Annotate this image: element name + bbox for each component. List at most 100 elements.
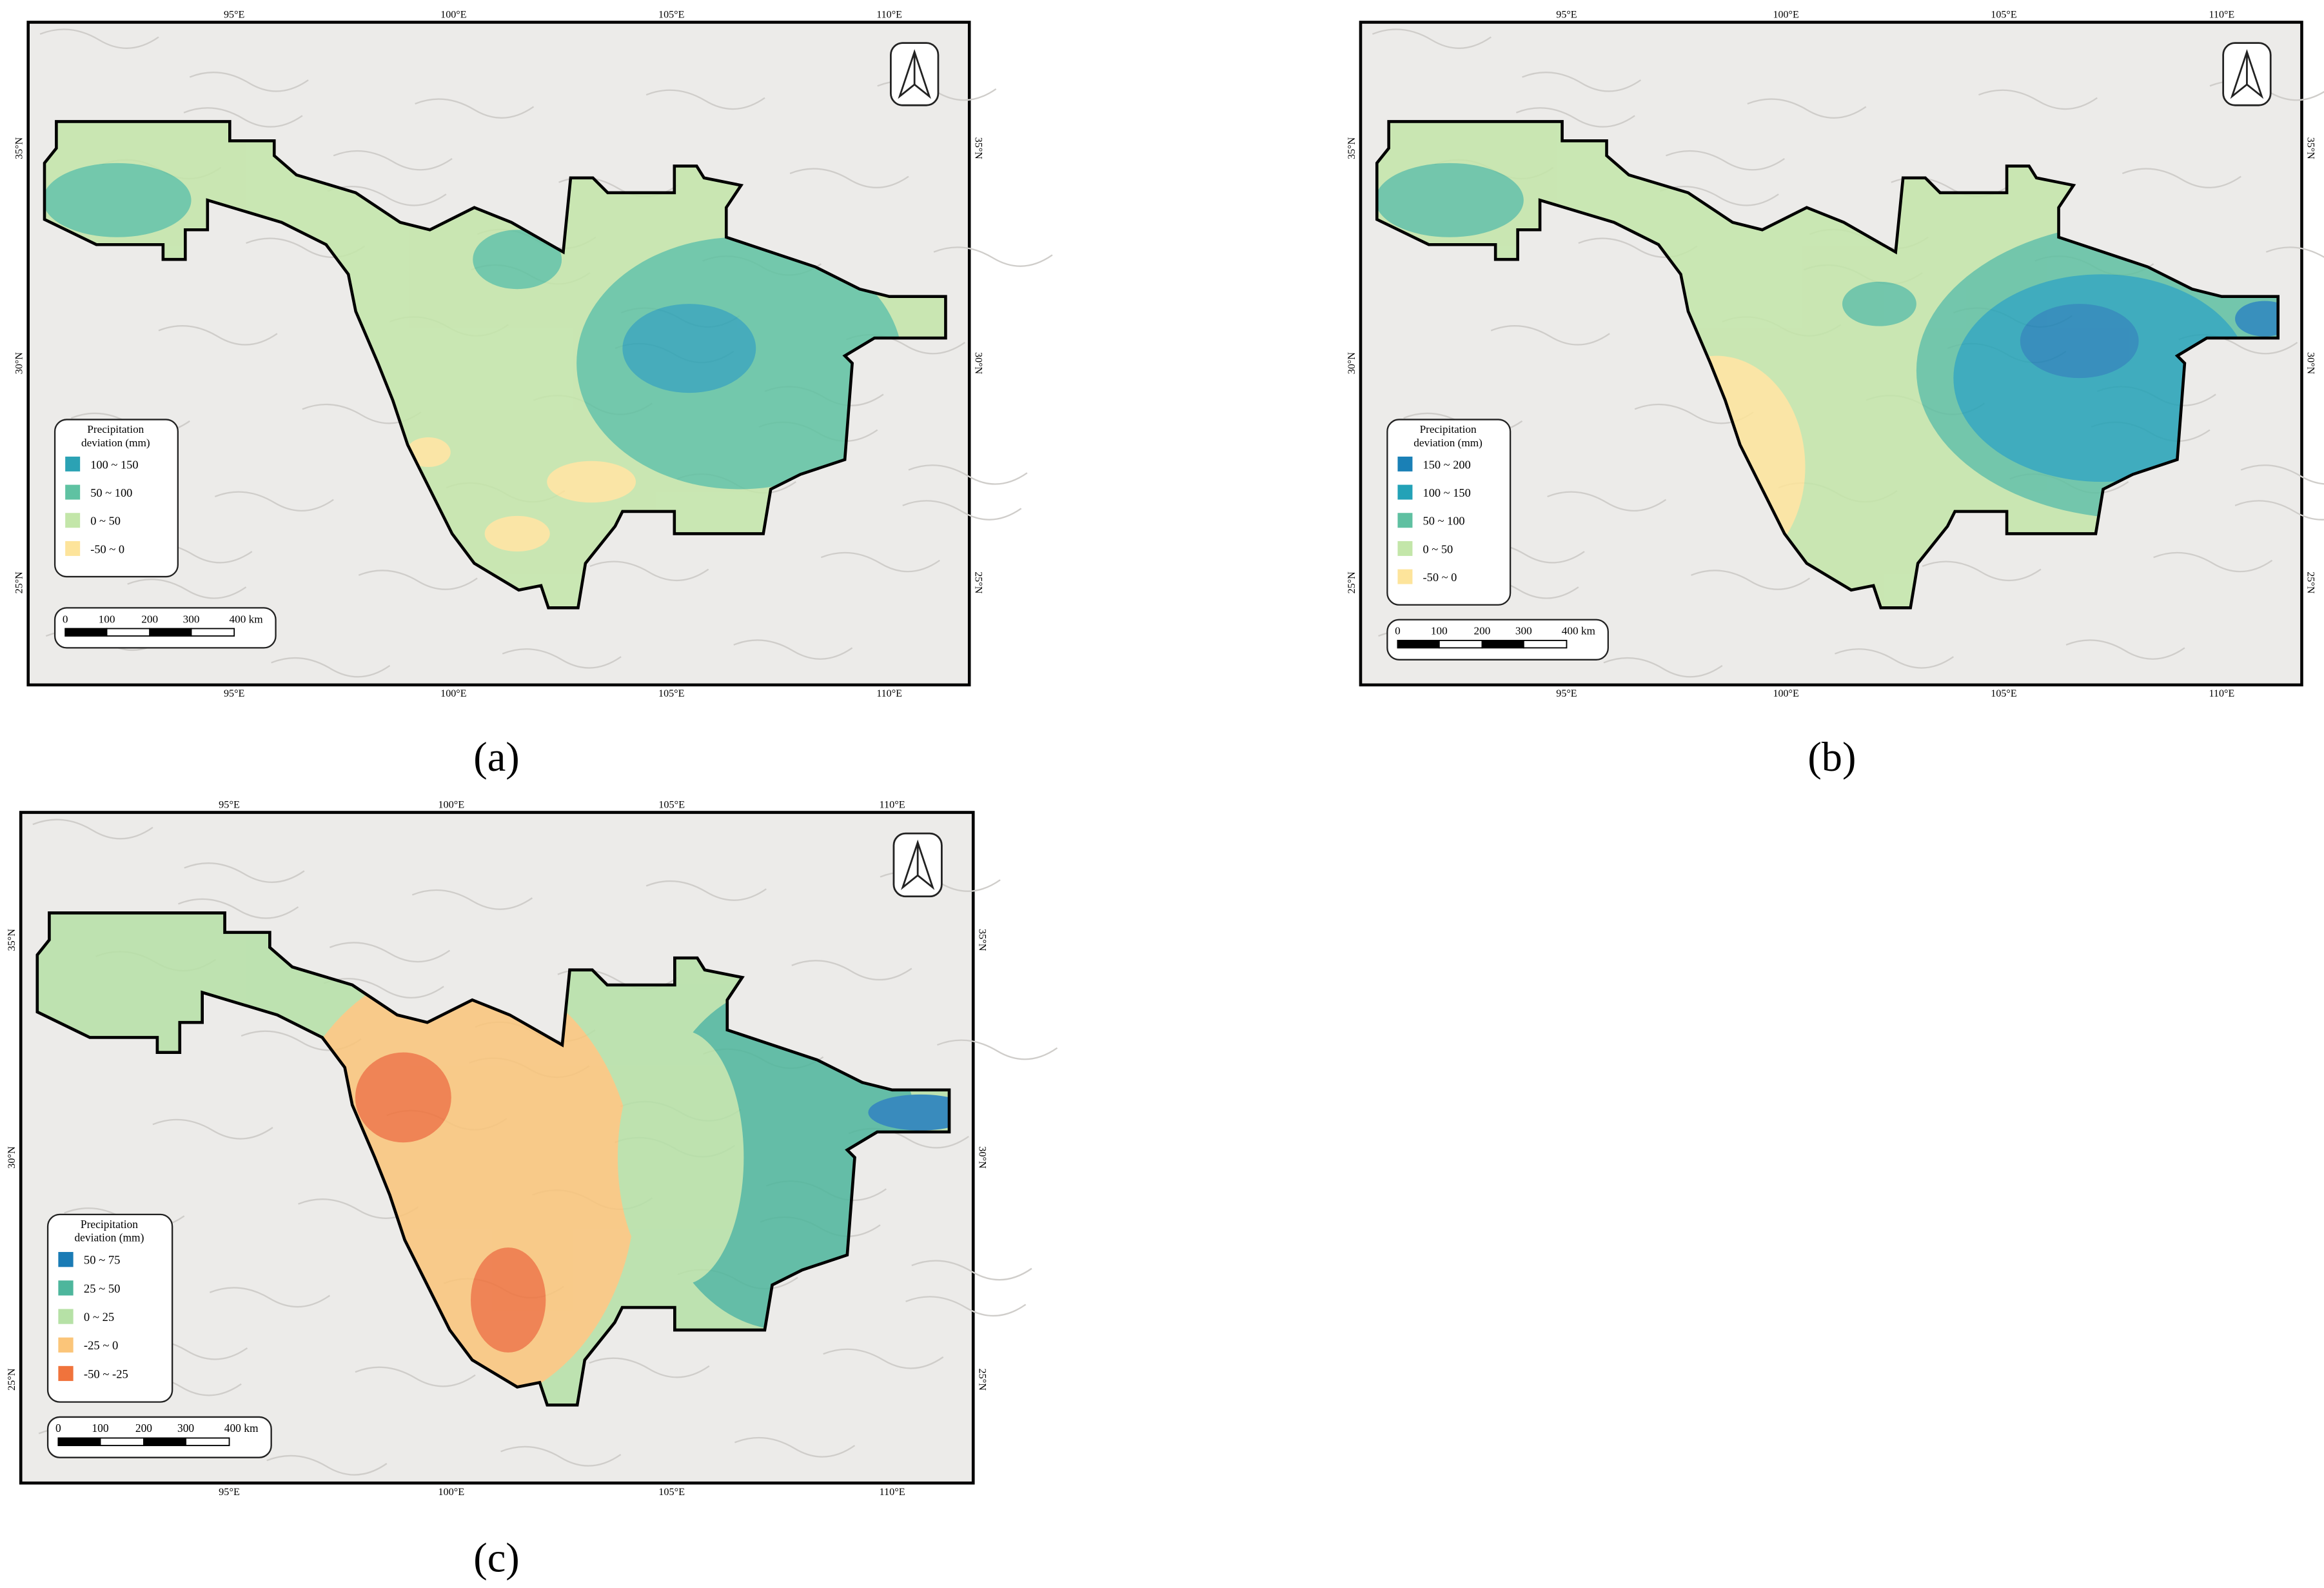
terrain-relief	[820, 551, 940, 573]
terrain-relief	[329, 942, 451, 963]
legend-swatch	[65, 513, 81, 528]
bottom-tick-label: 100°E	[438, 1485, 464, 1498]
terrain-relief	[2234, 500, 2324, 521]
terrain-relief	[502, 648, 622, 669]
scale-segment	[149, 628, 192, 637]
deviation-zone	[2020, 304, 2139, 379]
terrain-relief	[734, 1436, 856, 1458]
terrain-relief	[1835, 648, 1955, 669]
scale-segment	[106, 628, 151, 637]
top-tick-label: 110°E	[876, 10, 902, 21]
north-arrow	[2230, 49, 2264, 99]
scale-label: 300	[183, 613, 200, 625]
terrain-relief	[902, 500, 1022, 521]
top-tick-label: 105°E	[658, 799, 685, 811]
terrain-relief	[32, 819, 153, 840]
terrain-relief	[1666, 150, 1785, 171]
left-tick-label: 25°N	[14, 571, 25, 594]
right-tick-label: 25°N	[2305, 571, 2316, 594]
top-tick-label: 100°E	[440, 10, 467, 21]
scale-label: 200	[1474, 625, 1491, 637]
top-tick-label: 110°E	[880, 799, 905, 811]
terrain-relief	[333, 150, 453, 171]
panel-label: (c)	[473, 1534, 519, 1580]
legend-title: Precipitation	[1420, 423, 1477, 435]
terrain-relief	[823, 1348, 944, 1369]
terrain-relief	[2153, 551, 2273, 573]
terrain-relief	[214, 491, 334, 512]
legend-label: 0 ~ 25	[84, 1311, 114, 1324]
legend-box	[1386, 419, 1512, 606]
top-tick-label: 95°E	[1556, 10, 1577, 21]
deviation-zone	[44, 163, 192, 237]
terrain-relief	[266, 1454, 388, 1476]
scale-label: 300	[177, 1422, 194, 1434]
legend-swatch	[1397, 484, 1413, 500]
scale-segment	[1481, 639, 1524, 649]
legend-swatch	[1397, 456, 1413, 471]
terrain-relief	[1922, 561, 2042, 582]
terrain-relief	[791, 960, 912, 981]
scale-label: 100	[99, 613, 115, 625]
terrain-relief	[127, 579, 247, 599]
legend-label: 100 ~ 150	[90, 458, 138, 471]
deviation-zone	[547, 461, 636, 503]
panel-label: (b)	[1807, 734, 1856, 780]
terrain-relief	[184, 862, 305, 883]
top-tick-label: 100°E	[1773, 10, 1799, 21]
scale-box	[46, 1416, 272, 1458]
left-tick-label: 35°N	[5, 929, 17, 951]
terrain-relief	[2240, 464, 2324, 485]
legend-label: -25 ~ 0	[84, 1339, 118, 1353]
scale-segment	[57, 1437, 101, 1447]
legend-swatch	[58, 1280, 74, 1296]
terrain-relief	[1747, 98, 1867, 119]
bottom-tick-label: 105°E	[658, 1485, 685, 1498]
right-tick-label: 30°N	[977, 1146, 989, 1169]
terrain-relief	[911, 1260, 1032, 1281]
scale-label: 100	[1431, 625, 1448, 637]
legend-swatch	[58, 1309, 74, 1324]
legend-label: 50 ~ 75	[84, 1254, 121, 1267]
right-tick-label: 30°N	[2305, 352, 2316, 375]
terrain-relief	[209, 1287, 331, 1308]
legend-swatch	[58, 1365, 74, 1382]
scale-label: 200	[141, 613, 158, 625]
terrain-relief	[2122, 168, 2241, 188]
terrain-relief	[500, 1445, 622, 1467]
terrain-relief	[1372, 28, 1492, 49]
left-tick-label: 30°N	[5, 1146, 17, 1169]
terrain-relief	[1522, 72, 1642, 92]
scale-segment	[64, 628, 108, 637]
scale-label: 0	[63, 613, 68, 625]
terrain-relief	[1547, 491, 1667, 512]
legend-label: 0 ~ 50	[90, 515, 121, 528]
legend-swatch	[65, 541, 81, 556]
scale-segment	[190, 628, 235, 637]
bottom-tick-label: 100°E	[440, 688, 467, 699]
terrain-relief	[355, 1366, 476, 1387]
terrain-relief	[645, 880, 767, 901]
terrain-relief	[733, 639, 853, 660]
terrain-relief	[189, 72, 309, 92]
right-tick-label: 25°N	[977, 1368, 989, 1391]
bottom-tick-label: 100°E	[1773, 688, 1799, 699]
basin-outline	[43, 120, 947, 610]
legend-label: 50 ~ 100	[1423, 515, 1465, 528]
terrain-relief	[271, 657, 391, 678]
map-panel: 95°E 95°E 100°E 100°E 105°E 105°E 110°E 110°E 35…	[1346, 10, 2324, 699]
legend-swatch	[65, 484, 81, 500]
deviation-zone	[484, 515, 550, 552]
legend-swatch	[58, 1337, 74, 1353]
terrain-relief	[158, 325, 278, 346]
north-arrow	[901, 839, 935, 890]
terrain-relief	[152, 1118, 273, 1140]
right-tick-label: 35°N	[977, 929, 989, 951]
left-tick-label: 30°N	[14, 352, 25, 375]
scale-segment	[143, 1437, 187, 1447]
terrain-relief	[2265, 246, 2324, 258]
terrain-relief	[905, 1296, 1027, 1317]
terrain-relief	[908, 464, 1028, 485]
top-tick-label: 95°E	[224, 10, 245, 21]
